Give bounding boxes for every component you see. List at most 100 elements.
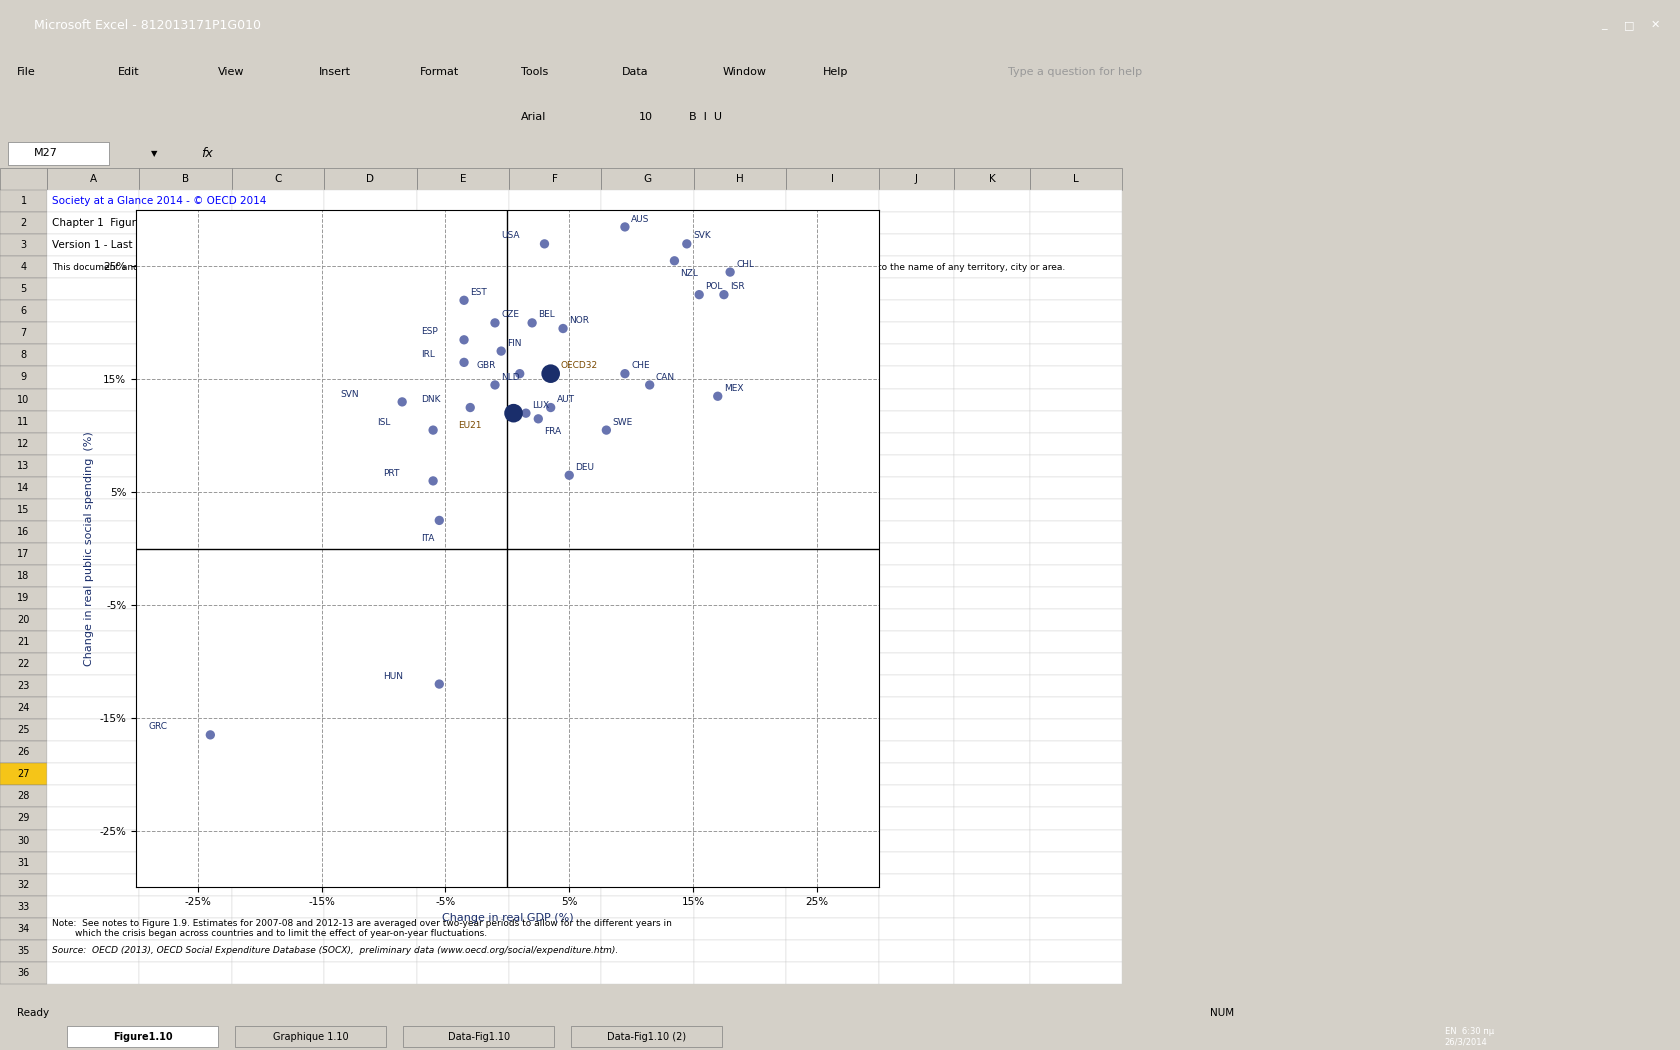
Bar (1030, 874, 1122, 896)
Text: □: □ (1625, 20, 1635, 30)
Bar (139, 455, 232, 477)
Bar (232, 653, 324, 675)
Text: CAN: CAN (655, 373, 675, 381)
FancyBboxPatch shape (8, 142, 109, 165)
Text: 24: 24 (17, 704, 30, 713)
Bar (601, 256, 694, 278)
Bar (324, 168, 417, 190)
Text: BEL: BEL (538, 311, 554, 319)
Text: 35: 35 (17, 946, 30, 956)
Bar (601, 874, 694, 896)
Bar (139, 366, 232, 388)
Bar (324, 521, 417, 543)
Text: CHL: CHL (736, 259, 754, 269)
Text: 16: 16 (17, 527, 30, 537)
Bar (0, 256, 47, 278)
Bar (954, 388, 1030, 411)
Text: 12: 12 (17, 439, 30, 448)
Bar (694, 653, 786, 675)
Text: F: F (553, 174, 558, 184)
Bar (324, 433, 417, 455)
Bar (324, 719, 417, 741)
Bar (694, 807, 786, 830)
Bar (509, 411, 601, 433)
Bar (232, 565, 324, 587)
Bar (954, 830, 1030, 852)
Bar (417, 587, 509, 609)
Bar (139, 830, 232, 852)
Bar (509, 388, 601, 411)
Bar (694, 168, 786, 190)
Bar (417, 366, 509, 388)
Bar (954, 653, 1030, 675)
Point (538, 365, 564, 382)
Bar (139, 697, 232, 719)
Bar (324, 411, 417, 433)
Bar (879, 741, 954, 763)
Text: FRA: FRA (544, 426, 561, 436)
Bar (0, 962, 47, 984)
Bar (1030, 234, 1122, 256)
Text: 9: 9 (20, 373, 27, 382)
Point (593, 422, 620, 439)
Bar (509, 455, 601, 477)
Bar (879, 609, 954, 631)
Text: 28: 28 (17, 792, 30, 801)
Bar (324, 852, 417, 874)
Text: 10: 10 (17, 395, 30, 404)
Bar (509, 587, 601, 609)
Bar (786, 278, 879, 300)
Bar (324, 940, 417, 962)
Point (704, 387, 731, 404)
X-axis label: Change in real GDP (%): Change in real GDP (%) (442, 912, 573, 923)
Bar (601, 366, 694, 388)
Bar (879, 190, 954, 212)
Bar (879, 455, 954, 477)
Bar (601, 741, 694, 763)
Bar (47, 411, 139, 433)
Bar (954, 477, 1030, 499)
Bar (879, 344, 954, 366)
Bar (509, 962, 601, 984)
Bar (601, 168, 694, 190)
Bar (417, 234, 509, 256)
Bar (694, 521, 786, 543)
Bar (879, 918, 954, 940)
Bar (601, 565, 694, 587)
Point (450, 292, 477, 309)
Bar (324, 874, 417, 896)
Point (425, 676, 452, 693)
Bar (139, 675, 232, 697)
Text: I: I (832, 174, 833, 184)
Text: H: H (736, 174, 744, 184)
Bar (694, 278, 786, 300)
Text: View: View (218, 67, 245, 78)
Bar (324, 587, 417, 609)
Bar (509, 499, 601, 521)
Bar (0, 940, 47, 962)
Bar (0, 212, 47, 234)
Bar (232, 256, 324, 278)
Bar (0, 587, 47, 609)
Text: Ready: Ready (17, 1008, 49, 1018)
Bar (0, 874, 47, 896)
Bar (694, 212, 786, 234)
Bar (1030, 278, 1122, 300)
Bar (786, 433, 879, 455)
Text: 30: 30 (17, 836, 30, 845)
Bar (509, 234, 601, 256)
Bar (139, 278, 232, 300)
Bar (417, 962, 509, 984)
Bar (1030, 433, 1122, 455)
Bar (0, 785, 47, 807)
Bar (417, 190, 509, 212)
Text: 8: 8 (20, 351, 27, 360)
Bar (694, 962, 786, 984)
Bar (0, 344, 47, 366)
Text: 31: 31 (17, 858, 30, 867)
Bar (0, 521, 47, 543)
Bar (139, 962, 232, 984)
Bar (232, 896, 324, 918)
Point (612, 218, 638, 235)
Bar (47, 344, 139, 366)
